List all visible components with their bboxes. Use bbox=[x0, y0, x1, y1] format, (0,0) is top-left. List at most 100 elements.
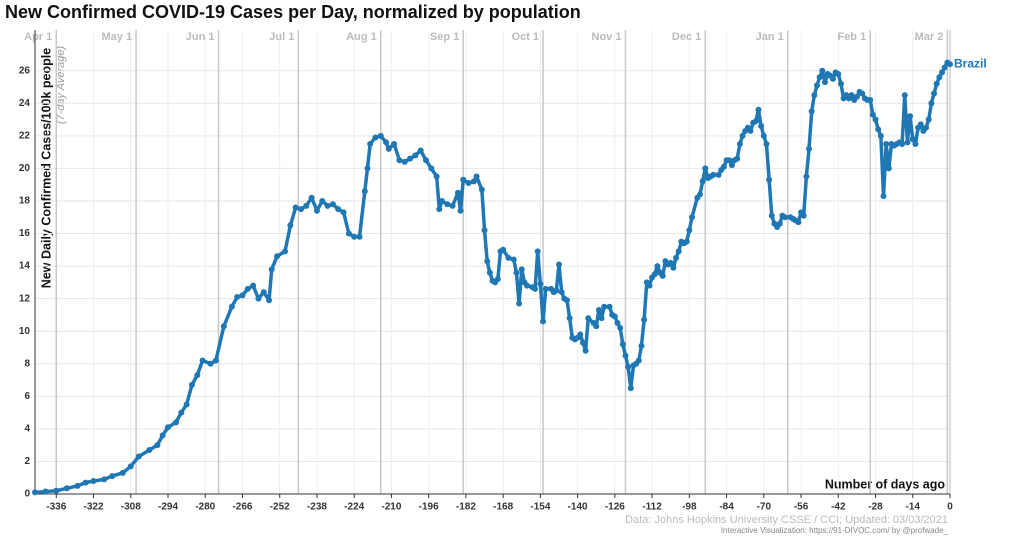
data-point bbox=[542, 285, 549, 292]
data-point bbox=[494, 276, 501, 283]
data-point bbox=[739, 132, 746, 139]
series-line bbox=[34, 60, 951, 495]
data-point bbox=[880, 193, 887, 200]
data-point bbox=[670, 264, 677, 271]
data-point bbox=[688, 214, 695, 221]
x-tick-label: -210 bbox=[381, 502, 401, 513]
data-point bbox=[367, 140, 374, 147]
month-label: Aug 1 bbox=[346, 31, 377, 43]
data-point bbox=[274, 253, 281, 260]
data-point bbox=[423, 157, 430, 164]
data-point bbox=[383, 139, 390, 146]
data-point bbox=[524, 282, 531, 289]
data-point bbox=[816, 74, 823, 81]
data-point bbox=[619, 341, 626, 348]
data-point bbox=[651, 271, 658, 278]
data-point bbox=[821, 79, 828, 86]
data-point bbox=[947, 61, 953, 68]
data-point bbox=[454, 189, 461, 196]
data-point bbox=[119, 469, 126, 476]
series-label: Brazil bbox=[954, 56, 987, 70]
data-point bbox=[760, 132, 767, 139]
x-tick-label: -28 bbox=[868, 502, 883, 513]
data-point bbox=[755, 106, 762, 113]
data-point bbox=[53, 487, 60, 494]
data-point bbox=[90, 477, 97, 484]
month-label: Dec 1 bbox=[672, 31, 701, 43]
x-axis-label: Number of days ago bbox=[825, 477, 946, 491]
x-tick-label: -140 bbox=[568, 502, 588, 513]
data-point bbox=[686, 227, 693, 234]
x-tick-label: -42 bbox=[831, 502, 846, 513]
data-point bbox=[82, 479, 89, 486]
data-point bbox=[372, 134, 379, 141]
data-point bbox=[558, 289, 565, 296]
data-point bbox=[867, 97, 874, 104]
data-point bbox=[401, 158, 408, 165]
data-point bbox=[513, 269, 520, 276]
data-point bbox=[872, 116, 879, 123]
data-point bbox=[356, 233, 363, 240]
data-point bbox=[566, 315, 573, 322]
data-point bbox=[763, 140, 770, 147]
month-label: Jun 1 bbox=[186, 31, 215, 43]
source-note: Data: Johns Hopkins University CSSE / CC… bbox=[625, 514, 948, 526]
x-tick-label: -238 bbox=[307, 502, 327, 513]
data-point bbox=[457, 207, 464, 214]
x-tick-label: -126 bbox=[605, 502, 625, 513]
data-point bbox=[617, 324, 624, 331]
data-point bbox=[540, 318, 547, 325]
data-point bbox=[925, 116, 932, 123]
data-point bbox=[595, 307, 602, 314]
data-point bbox=[250, 282, 257, 289]
x-tick-label: -322 bbox=[84, 502, 104, 513]
month-label: Nov 1 bbox=[592, 31, 622, 43]
data-point bbox=[377, 132, 384, 139]
data-point bbox=[800, 212, 807, 219]
y-tick-label: 22 bbox=[19, 130, 31, 141]
data-point bbox=[702, 165, 709, 172]
data-point bbox=[683, 238, 690, 245]
data-point bbox=[939, 69, 946, 76]
data-point bbox=[923, 124, 930, 131]
x-tick-label: -224 bbox=[344, 502, 364, 513]
data-point bbox=[747, 127, 754, 134]
data-point bbox=[282, 248, 289, 255]
data-point bbox=[518, 266, 525, 273]
data-point bbox=[287, 222, 294, 229]
data-point bbox=[199, 357, 206, 364]
y-tick-label: 6 bbox=[24, 391, 30, 402]
data-point bbox=[853, 93, 860, 100]
data-point bbox=[510, 256, 517, 263]
x-tick-label: -112 bbox=[642, 502, 662, 513]
data-point bbox=[859, 90, 866, 97]
y-tick-label: 14 bbox=[19, 261, 31, 272]
y-tick-label: 8 bbox=[24, 358, 30, 369]
data-point bbox=[428, 165, 435, 172]
data-point bbox=[255, 295, 262, 302]
data-point bbox=[699, 178, 706, 185]
data-point bbox=[313, 207, 320, 214]
data-point bbox=[806, 145, 813, 152]
data-point bbox=[484, 258, 491, 265]
data-point bbox=[808, 108, 815, 115]
x-tick-label: -98 bbox=[682, 502, 697, 513]
data-point bbox=[303, 202, 310, 209]
data-point bbox=[907, 113, 914, 120]
data-point bbox=[478, 186, 485, 193]
data-point bbox=[324, 202, 331, 209]
data-point bbox=[473, 173, 480, 180]
data-point bbox=[728, 162, 735, 169]
data-point bbox=[364, 165, 371, 172]
data-point bbox=[726, 157, 733, 164]
data-point bbox=[266, 297, 273, 304]
data-point bbox=[555, 261, 562, 268]
data-point bbox=[159, 432, 166, 439]
data-point bbox=[933, 80, 940, 87]
data-point bbox=[244, 285, 251, 292]
data-point bbox=[228, 303, 235, 310]
data-point bbox=[532, 285, 539, 292]
y-tick-label: 12 bbox=[19, 293, 31, 304]
credit-note: Interactive Visualization: https://91-DI… bbox=[721, 526, 949, 535]
